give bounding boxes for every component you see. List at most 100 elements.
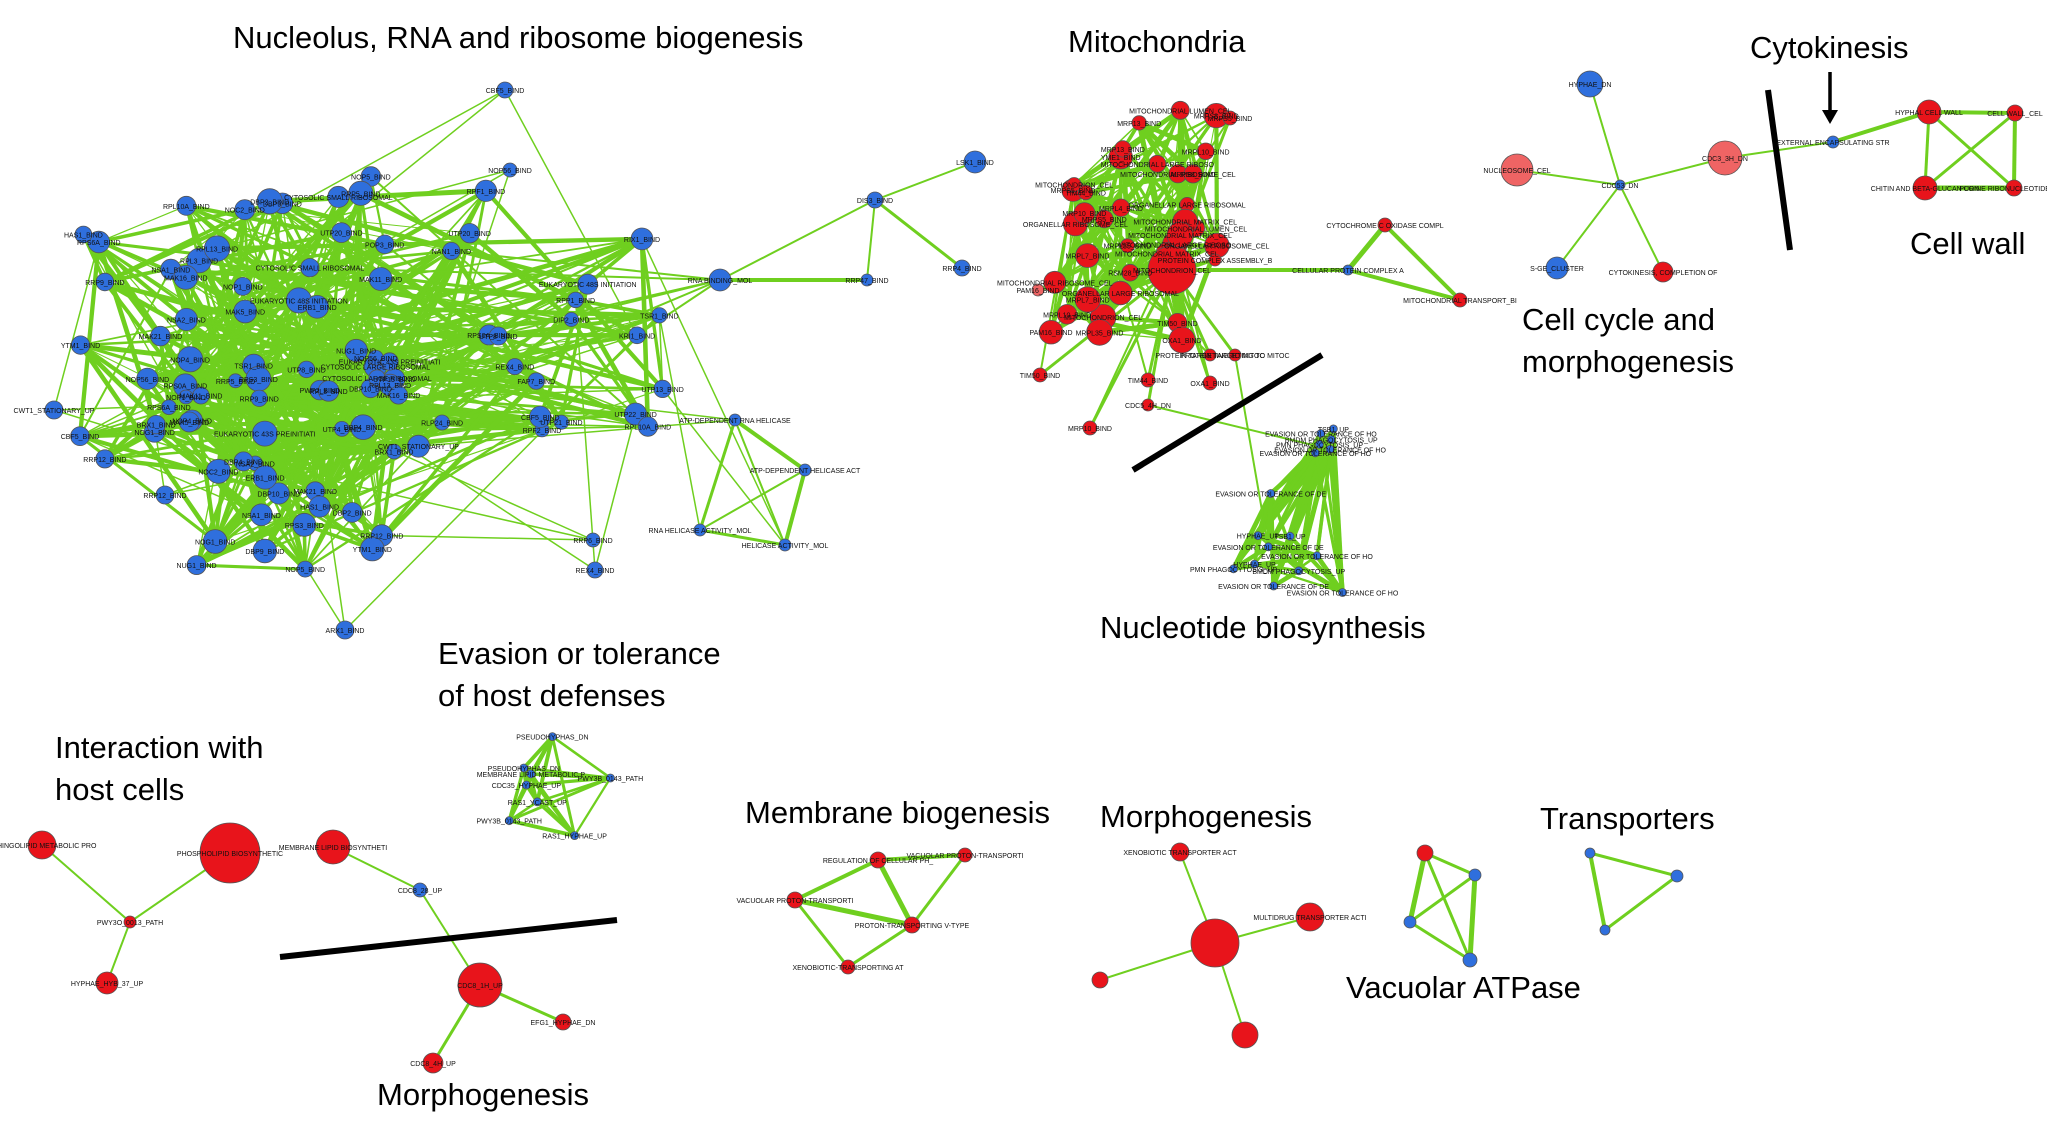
node-label: DIS3_BIND — [857, 198, 893, 205]
network-node — [1452, 292, 1468, 308]
cluster-title-mitochondria: Mitochondria — [1068, 24, 1246, 59]
node-label: RNA BINDING_MOL — [688, 278, 753, 285]
node-label: UTP22_BIND — [614, 412, 656, 419]
node-label: ORGANELLAR LARGE RIBOSOMAL — [1129, 203, 1246, 210]
network-node — [585, 532, 601, 548]
node-label: PMN PHAGOCYTOSIS_UP — [1190, 567, 1277, 574]
network-node — [798, 463, 812, 477]
network-node — [554, 1013, 572, 1031]
network-node — [1170, 842, 1190, 862]
network-node — [202, 529, 228, 554]
node-label: EVASION OR TOLERANCE OF DE — [1218, 584, 1329, 591]
network-edge — [875, 858, 915, 927]
network-node — [95, 449, 115, 469]
node-label: MITOCHONDRIAL MATRIX_CEL — [1133, 220, 1237, 227]
node-label: MAK11_BIND — [179, 394, 222, 401]
network-node — [1263, 542, 1273, 552]
network-node — [95, 272, 115, 292]
node-label: MRPL7_BIND — [1066, 254, 1110, 261]
network-edge — [1288, 535, 1344, 594]
node-label: MITOCHONDRIAL LUMEN_CEL — [1129, 108, 1231, 115]
cluster-title-line: Nucleolus, RNA and ribosome biogenesis — [233, 20, 803, 55]
node-label: PHOSPHOLIPID BIOSYNTHETIC — [177, 851, 283, 858]
network-edge — [164, 445, 419, 496]
node-label: RIX1_BIND — [624, 237, 660, 244]
node-label: RPL3_BIND — [310, 389, 348, 396]
network-node — [1196, 142, 1215, 161]
node-label: PSEUDOHYPHAS_DN — [488, 766, 560, 773]
node-label: RAS1_YCAST_UP — [508, 800, 567, 807]
network-node — [1342, 264, 1354, 276]
cluster-title-cell-cycle: Cell cycle and morphogenesis — [1522, 302, 1734, 379]
node-label: HYPHAE_HYB_37_UP — [71, 981, 144, 988]
network-node — [177, 346, 204, 373]
network-edge — [389, 334, 500, 388]
network-node — [344, 338, 368, 363]
node-label: XENOBIOTIC-TRANSPORTING AT — [793, 965, 905, 972]
node-label: VACUOLAR PROTON-TRANSPORTI — [736, 898, 853, 905]
node-label: HYPHAL CELL WALL — [1895, 110, 1963, 117]
network-node — [1228, 348, 1242, 362]
network-edge — [53, 388, 663, 411]
node-label: ORGANELLAR RIBOSOME_CEL — [1164, 244, 1269, 251]
network-node — [2006, 104, 2024, 122]
node-label: DBP4_BIND — [224, 459, 263, 466]
network-edge — [1923, 111, 1931, 189]
node-label: UTP8_BIND — [287, 367, 326, 374]
node-label: MAK21_BIND — [139, 334, 183, 341]
node-label: CDC5_4H_DN — [1125, 403, 1171, 410]
node-label: RPL13_BIND — [196, 247, 238, 254]
node-label: MAK16_BIND — [377, 393, 421, 400]
node-label: MRPS8_BIND — [1171, 172, 1216, 179]
network-edge — [257, 397, 374, 551]
network-edge — [1066, 223, 1077, 315]
node-label: SPHINGOLIPID METABOLIC PRO — [0, 843, 97, 850]
network-edge — [381, 534, 594, 541]
node-label: MITOCHONDRIAL LARGE RIBOSO — [1101, 162, 1215, 169]
network-node — [1202, 375, 1218, 391]
cluster-title-cell-wall: Cell wall — [1910, 226, 2025, 261]
network-node — [155, 485, 175, 505]
network-node — [786, 891, 804, 909]
node-label: CBF5_BIND — [521, 415, 560, 422]
node-label: EVASION OR TOLERANCE OF DE — [1215, 492, 1326, 499]
network-node — [1170, 100, 1190, 120]
network-edge — [1088, 269, 1174, 429]
network-edge — [1424, 851, 1476, 877]
node-label: PWY3B_0143_PATH — [578, 776, 644, 783]
cluster-title-line: morphogenesis — [1522, 344, 1734, 379]
network-node — [1066, 177, 1082, 193]
network-node — [74, 225, 93, 244]
network-node — [1329, 424, 1338, 434]
node-label: MULTIDRUG TRANSPORTER ACTI — [1253, 915, 1366, 922]
network-node — [1114, 140, 1132, 158]
network-node — [136, 367, 159, 390]
network-node — [388, 385, 408, 405]
node-label: ARX1_BIND — [326, 628, 365, 635]
node-label: CELLULAR PROTEIN COMPLEX A — [1292, 268, 1404, 275]
cluster-title-line: Interaction with — [55, 730, 264, 765]
network-edge — [877, 853, 966, 862]
network-edge — [255, 462, 594, 541]
network-node — [234, 199, 256, 221]
network-edge — [641, 238, 786, 546]
network-node — [1131, 115, 1147, 131]
network-edge — [1589, 83, 1621, 186]
cytokinesis-arrow-head — [1822, 110, 1838, 124]
network-node — [1377, 217, 1393, 233]
node-label: NOC2_BIND — [198, 469, 238, 476]
node-label: NAN1_BIND — [432, 249, 471, 256]
network-node — [27, 830, 57, 860]
network-node — [1312, 551, 1322, 561]
network-node — [1147, 245, 1197, 295]
node-label: NOP56_BIND — [488, 168, 532, 175]
node-label: HYPHAE_UP — [1233, 562, 1276, 569]
node-label: RPL3_BIND — [180, 259, 218, 266]
node-label: RPF2_BIND — [523, 428, 562, 435]
network-node — [637, 416, 659, 437]
node-label: MITOCHONDRIAL RIBOSOME_CEL — [997, 280, 1113, 287]
network-node — [1338, 588, 1347, 597]
network-edge — [78, 343, 218, 543]
network-node — [693, 523, 707, 537]
network-node — [297, 360, 316, 379]
